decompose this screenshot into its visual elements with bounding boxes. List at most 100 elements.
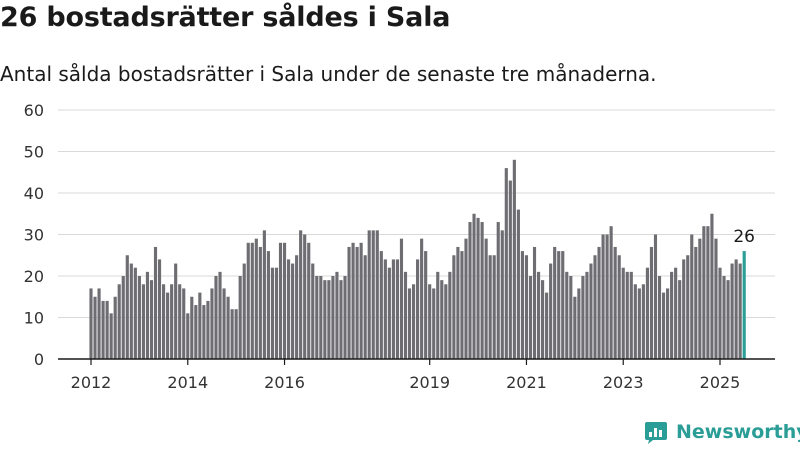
bar [661,292,666,359]
bar [214,276,218,359]
bar [674,267,678,359]
bar [682,259,686,359]
bar [657,276,662,359]
bar [541,280,545,359]
bar [718,267,722,359]
bar [730,263,734,359]
bar [629,271,633,359]
bar [266,251,270,359]
bar [508,180,512,359]
brand-name: Newsworthy [676,421,800,443]
bar [714,238,718,359]
bar [549,263,553,359]
bar [460,251,464,359]
bar [335,271,339,359]
bar [428,284,432,359]
bar [343,276,347,359]
bar [222,288,226,359]
bar [734,259,738,359]
x-tick-label: 2025 [700,373,741,392]
bar [125,255,129,359]
bar [573,296,577,359]
bar [645,267,649,359]
bar [399,238,404,359]
bar [557,251,561,359]
bar [532,246,537,359]
newsworthy-brand: Newsworthy [644,420,800,444]
bar [262,230,266,359]
bar [311,263,315,359]
bar [649,246,654,359]
bar [323,280,327,359]
bar [706,226,710,359]
y-tick-label: 50 [24,143,44,162]
bar [416,259,420,359]
bar [198,292,202,359]
bar [448,271,452,359]
bar [702,226,706,359]
bar [226,296,230,359]
bar [464,238,468,359]
bar [141,284,145,359]
bar [129,263,133,359]
bar [194,305,198,359]
bar [686,255,690,359]
bar [174,263,178,359]
bar [738,263,742,359]
x-tick-label: 2016 [264,373,305,392]
bar [250,242,254,359]
bar [367,230,371,359]
bar [182,288,186,359]
bar [516,209,520,359]
chart-subtitle: Antal sålda bostadsrätter i Sala under d… [0,62,657,86]
bar [589,263,593,359]
bar [327,280,331,359]
bar [355,246,359,359]
bar [113,296,117,359]
bar [166,292,170,359]
bar [359,242,363,359]
y-tick-label: 40 [24,184,44,203]
bar [391,259,395,359]
bar [484,238,488,359]
y-tick-label: 0 [34,350,44,369]
bar [117,284,121,359]
bar [411,284,416,359]
highlight-value-label: 26 [733,227,755,247]
bar [234,309,238,359]
bar [577,288,581,359]
bar [93,296,97,359]
bar [694,246,698,359]
bar [468,222,472,359]
bar [456,246,460,359]
bar [230,309,234,359]
bar [605,234,609,359]
bar [722,276,726,359]
bar [153,246,158,359]
y-axis-tick-labels: 0 10 20 30 40 50 60 [24,101,44,369]
bar [383,259,387,359]
bar [420,238,424,359]
bar [653,234,658,359]
bar [295,255,299,359]
bar [331,276,335,359]
bar [363,255,367,359]
bar [375,230,379,359]
bar [690,234,694,359]
bar [524,255,529,359]
bar [625,271,629,359]
bar [303,234,307,359]
bar [488,255,492,359]
y-tick-label: 30 [24,226,44,245]
bar [621,267,625,359]
bar [242,263,246,359]
bar [432,288,436,359]
newsworthy-logo-icon [645,422,667,444]
bar [698,238,702,359]
bar [512,159,516,359]
bar [109,313,113,359]
bar [670,271,674,359]
bar [597,246,601,359]
bar [424,251,428,359]
bar [492,255,496,359]
